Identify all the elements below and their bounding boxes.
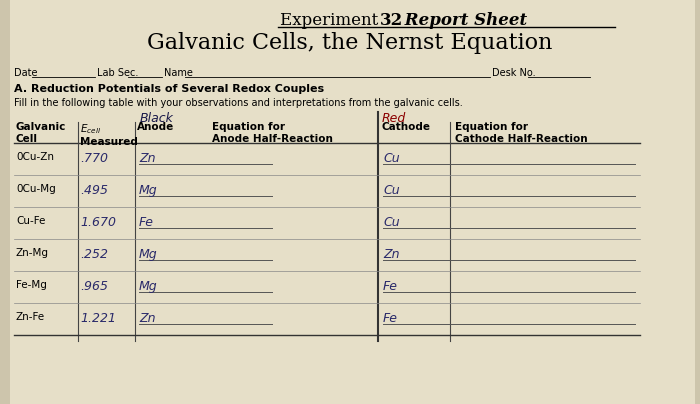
Text: Zn-Fe: Zn-Fe [16,312,45,322]
Text: Galvanic
Cell: Galvanic Cell [16,122,66,143]
Text: Fe: Fe [383,312,398,325]
Text: .770: .770 [80,152,108,165]
Text: Zn-Mg: Zn-Mg [16,248,49,258]
Text: 0Cu-Mg: 0Cu-Mg [16,184,56,194]
Text: Equation for
Cathode Half-Reaction: Equation for Cathode Half-Reaction [455,122,587,143]
Text: A. Reduction Potentials of Several Redox Couples: A. Reduction Potentials of Several Redox… [14,84,324,94]
Text: Cu: Cu [383,152,400,165]
Text: Cathode: Cathode [382,122,431,132]
Text: Zn: Zn [383,248,400,261]
Text: Experiment: Experiment [280,12,384,29]
Text: Report Sheet: Report Sheet [399,12,527,29]
Text: Mg: Mg [139,248,158,261]
Text: Fe: Fe [383,280,398,293]
Text: Zn: Zn [139,152,155,165]
Text: Lab Sec.: Lab Sec. [97,68,139,78]
Text: .965: .965 [80,280,108,293]
Text: .252: .252 [80,248,108,261]
Text: Fe: Fe [139,216,154,229]
Text: .495: .495 [80,184,108,197]
Text: Mg: Mg [139,280,158,293]
Text: Mg: Mg [139,184,158,197]
Text: 1.221: 1.221 [80,312,116,325]
Text: Cu: Cu [383,216,400,229]
Text: Fe-Mg: Fe-Mg [16,280,47,290]
Text: Black: Black [140,112,174,125]
Text: Zn: Zn [139,312,155,325]
Text: Cu: Cu [383,184,400,197]
Text: Fill in the following table with your observations and interpretations from the : Fill in the following table with your ob… [14,98,463,108]
Text: Red: Red [382,112,406,125]
Text: Anode: Anode [137,122,174,132]
Text: 32: 32 [380,12,403,29]
Text: Equation for
Anode Half-Reaction: Equation for Anode Half-Reaction [212,122,333,143]
Text: Date: Date [14,68,38,78]
Text: $E_{cell}$
Measured: $E_{cell}$ Measured [80,122,138,147]
Text: 1.670: 1.670 [80,216,116,229]
Text: Galvanic Cells, the Nernst Equation: Galvanic Cells, the Nernst Equation [147,32,553,54]
Text: Desk No.: Desk No. [492,68,536,78]
Text: Cu-Fe: Cu-Fe [16,216,46,226]
Text: Name: Name [164,68,193,78]
Text: 0Cu-Zn: 0Cu-Zn [16,152,54,162]
